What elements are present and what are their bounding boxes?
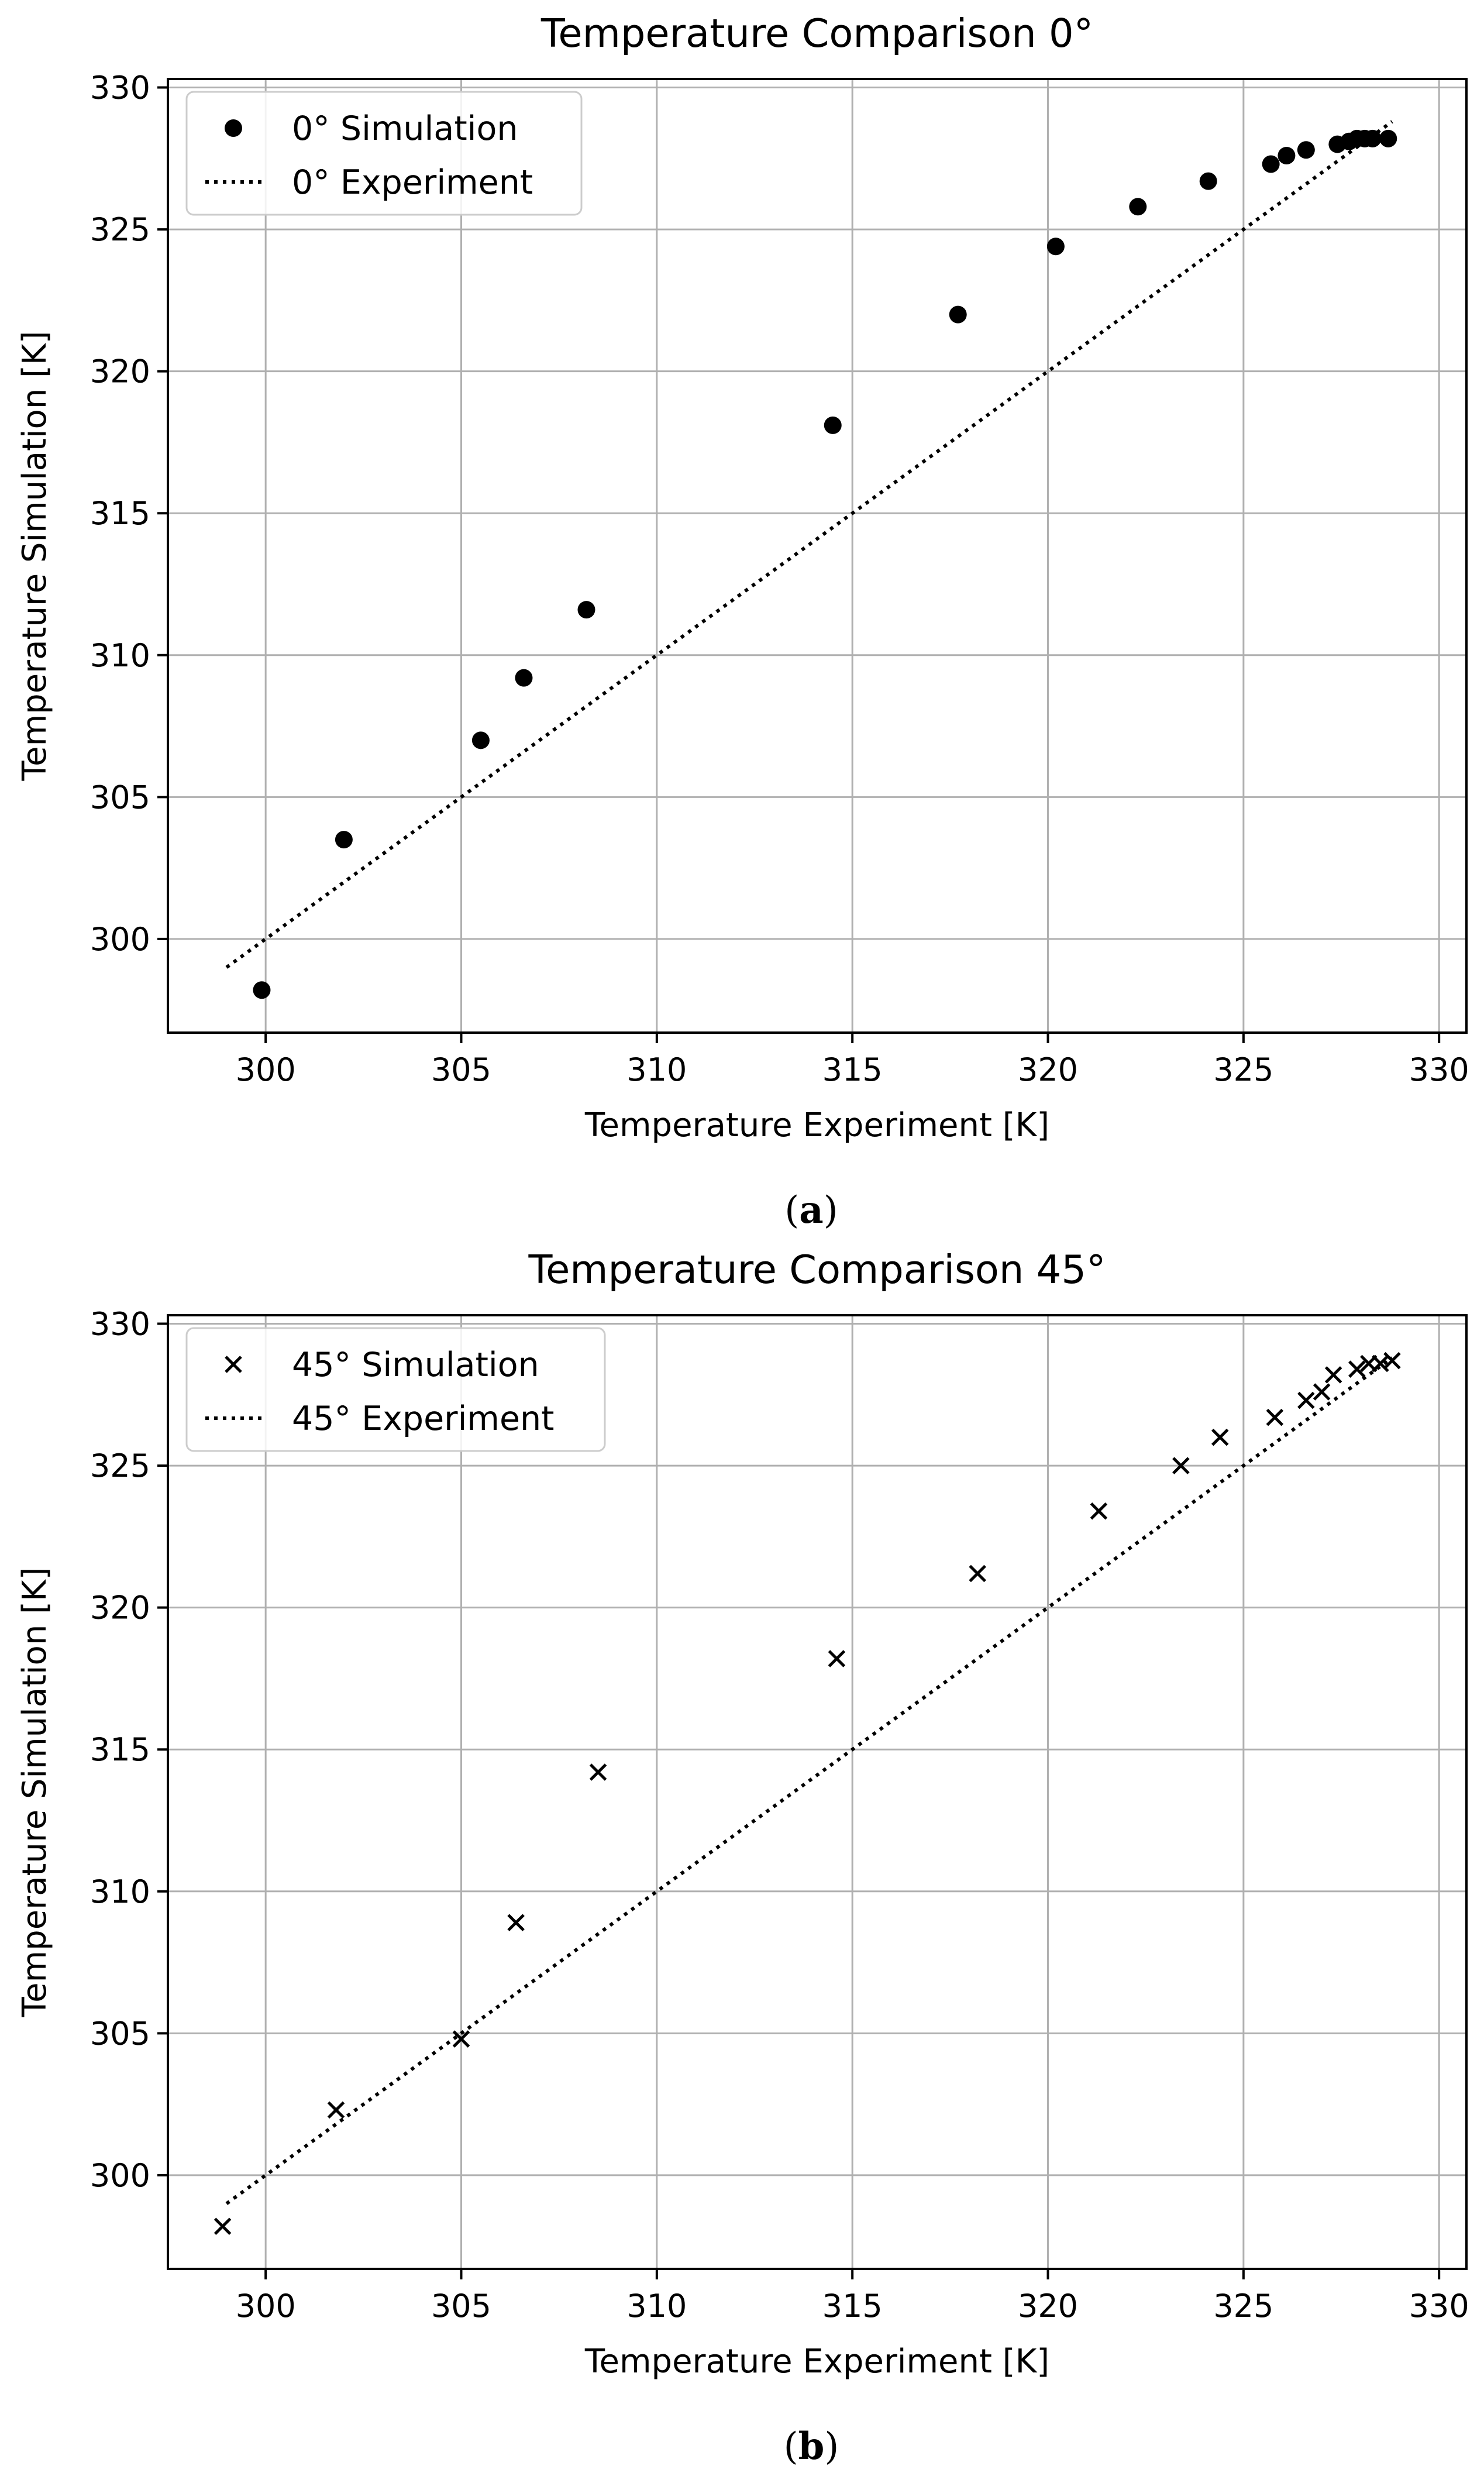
simulation-point <box>1324 1366 1342 1384</box>
simulation-point <box>824 416 842 434</box>
axes-frame <box>167 1314 1468 2270</box>
y-tick-label: 315 <box>90 495 150 532</box>
y-tick-label: 300 <box>90 921 150 958</box>
simulation-point <box>1211 1428 1229 1446</box>
simulation-point <box>1379 129 1397 147</box>
legend-marker-symbol <box>225 119 242 137</box>
x-tick-label: 330 <box>1409 1051 1469 1088</box>
legend-entry-label: 0° Simulation <box>292 109 518 148</box>
simulation-point <box>471 731 490 749</box>
simulation-point <box>335 831 353 849</box>
x-tick-label: 330 <box>1409 2288 1469 2324</box>
simulation-point <box>828 1650 846 1667</box>
x-tick-label: 310 <box>626 1051 687 1088</box>
simulation-point <box>1383 1352 1401 1370</box>
caption-letter: a <box>799 1188 823 1232</box>
legend-marker-symbol <box>225 1356 242 1373</box>
legend-entry-label: 45° Simulation <box>292 1346 539 1384</box>
simulation-point <box>327 2101 345 2119</box>
y-tick-label: 320 <box>90 353 150 390</box>
simulation-point <box>577 601 595 619</box>
experiment-line <box>225 1356 1393 2205</box>
simulation-point <box>1348 1360 1366 1378</box>
y-tick-label: 325 <box>90 211 150 248</box>
y-axis-label: Temperature Simulation [K] <box>16 1567 54 2017</box>
y-tick-label: 320 <box>90 1590 150 1626</box>
x-tick-label: 320 <box>1018 1051 1078 1088</box>
x-tick-label: 325 <box>1213 1051 1273 1088</box>
legend-box <box>185 1327 606 1452</box>
simulation-point <box>1199 172 1217 190</box>
figure-caption: (a) <box>784 1188 838 1232</box>
x-tick-label: 305 <box>431 2288 491 2324</box>
x-axis-label: Temperature Experiment [K] <box>584 1106 1049 1144</box>
simulation-point <box>949 305 967 324</box>
legend: 45° Simulation 45° Experiment <box>185 1327 606 1452</box>
y-tick-label: 325 <box>90 1447 150 1484</box>
legend: 0° Simulation 0° Experiment <box>185 91 583 216</box>
y-tick-label: 310 <box>90 1873 150 1910</box>
caption-letter: b <box>798 2425 825 2468</box>
x-tick-label: 300 <box>236 1051 296 1088</box>
x-tick-label: 305 <box>431 1051 491 1088</box>
simulation-point <box>507 1914 525 1931</box>
legend-entry-label: 0° Experiment <box>292 163 533 202</box>
x-tick-label: 325 <box>1213 2288 1273 2324</box>
legend-entry-label: 45° Experiment <box>292 1399 555 1438</box>
plot-area <box>168 79 1466 1033</box>
simulation-point <box>253 981 271 999</box>
y-tick-label: 305 <box>90 2015 150 2052</box>
simulation-point <box>1172 1457 1190 1474</box>
figure-caption: (b) <box>784 2425 839 2468</box>
simulation-point <box>589 1763 607 1781</box>
x-axis-label: Temperature Experiment [K] <box>584 2343 1049 2381</box>
chart-panel-a: Temperature Comparison 0° 300 305 310 315 320… <box>16 11 1469 1232</box>
x-tick-label: 315 <box>822 2288 883 2324</box>
plot-area <box>168 1315 1466 2269</box>
axes-frame <box>167 78 1468 1034</box>
x-tick-label: 310 <box>626 2288 687 2324</box>
simulation-point <box>1262 155 1280 173</box>
y-tick-label: 330 <box>90 70 150 106</box>
y-tick-label: 315 <box>90 1731 150 1768</box>
legend-box <box>185 91 583 216</box>
chart-panel-b: Temperature Comparison 45° 300 305 310 315 32… <box>16 1247 1469 2468</box>
simulation-point <box>452 2030 470 2048</box>
y-axis-label: Temperature Simulation [K] <box>16 331 54 781</box>
chart-title: Temperature Comparison 0° <box>540 11 1093 56</box>
simulation-point <box>1090 1502 1108 1520</box>
simulation-point <box>1129 198 1147 216</box>
simulation-point <box>1046 238 1065 256</box>
x-tick-label: 315 <box>822 1051 883 1088</box>
chart-title: Temperature Comparison 45° <box>528 1247 1106 1292</box>
simulation-point <box>1364 129 1382 147</box>
simulation-point <box>1278 146 1296 164</box>
x-tick-label: 300 <box>236 2288 296 2324</box>
y-tick-label: 300 <box>90 2157 150 2194</box>
y-tick-label: 305 <box>90 779 150 816</box>
y-tick-label: 310 <box>90 637 150 674</box>
y-tick-label: 330 <box>90 1306 150 1343</box>
simulation-point <box>969 1564 986 1583</box>
experiment-line <box>225 120 1393 969</box>
simulation-point <box>1297 141 1315 159</box>
simulation-point <box>214 2217 232 2235</box>
simulation-point <box>515 669 533 687</box>
simulation-point <box>1297 1391 1315 1409</box>
x-tick-label: 320 <box>1018 2288 1078 2324</box>
simulation-point <box>1266 1408 1284 1426</box>
simulation-point <box>1313 1383 1331 1401</box>
